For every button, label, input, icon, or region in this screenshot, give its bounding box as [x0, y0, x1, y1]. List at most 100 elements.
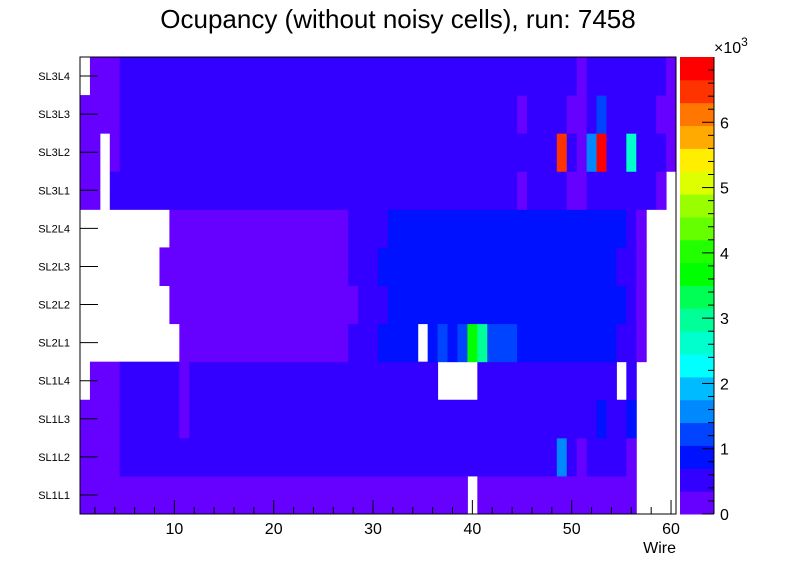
color-scale-band: [680, 491, 714, 515]
z-multiplier: ×103: [714, 35, 748, 57]
heatmap-cell: [586, 133, 598, 172]
x-axis: 10 20 30 40 50 60: [94, 500, 680, 538]
heatmap-cell: [566, 95, 588, 134]
heatmap-cell: [119, 361, 180, 401]
heatmap-cell: [586, 57, 667, 96]
heatmap-cell: [189, 399, 598, 439]
heatmap-cell: [576, 57, 588, 96]
color-scale-band: [680, 445, 714, 469]
y-tick-label: SL2L4: [38, 223, 70, 235]
heatmap-cell: [556, 133, 568, 172]
heatmap-cell: [487, 323, 518, 363]
heatmap-cell: [566, 133, 578, 172]
heatmap-cell: [636, 323, 647, 363]
heatmap-cell: [586, 437, 627, 477]
heatmap-cell: [378, 323, 419, 363]
y-tick-label: SL3L2: [38, 147, 70, 159]
heatmap-cell: [179, 323, 349, 363]
y-tick-label: SL2L2: [38, 300, 70, 312]
heatmap-cell: [576, 437, 588, 477]
z-multiplier-exp: 3: [741, 35, 748, 49]
heatmap-cell: [596, 133, 607, 172]
color-scale-band: [680, 125, 714, 149]
heatmap-cell: [626, 361, 637, 401]
heatmap-cell: [387, 209, 627, 248]
x-tick-label: 50: [563, 521, 581, 538]
heatmap-cell: [119, 133, 558, 172]
heatmap-cell: [477, 361, 617, 401]
heatmap-cell: [606, 399, 627, 439]
heatmap-cell: [358, 285, 389, 325]
color-scale-band: [680, 194, 714, 218]
color-scale-band: [680, 376, 714, 401]
color-scale-band: [680, 171, 714, 195]
plot-frame: [79, 56, 677, 515]
heatmap-cell: [447, 323, 458, 363]
chart-title: Ocupancy (without noisy cells), run: 745…: [160, 4, 635, 34]
heatmap-cell: [616, 247, 637, 286]
heatmap-cell: [626, 209, 637, 248]
heatmap-cell: [626, 133, 637, 172]
heatmap-cell: [179, 399, 190, 439]
heatmap-cell: [109, 133, 121, 172]
heatmap-cell: [606, 95, 657, 134]
z-tick-label: 4: [720, 246, 729, 263]
heatmap-cell: [348, 209, 389, 248]
color-scale-band: [680, 239, 714, 264]
heatmap-cell: [656, 171, 667, 210]
heatmap-cell: [109, 171, 518, 210]
heatmap-cell: [477, 323, 488, 363]
heatmap-cell: [169, 285, 359, 325]
heatmap-cell: [626, 399, 637, 439]
heatmap-cell: [119, 95, 518, 134]
heatmap-cell: [566, 171, 588, 210]
color-scale-band: [680, 57, 714, 81]
heatmap-cell: [636, 133, 667, 172]
color-scale-band: [680, 399, 714, 424]
heatmap-cell: [626, 437, 637, 477]
heatmap-cell: [119, 57, 578, 96]
heatmap-cell: [517, 95, 528, 134]
color-scale-band: [680, 285, 714, 309]
heatmap-cell: [169, 209, 349, 248]
y-tick-label: SL3L3: [38, 109, 70, 121]
color-scale-band: [680, 102, 714, 127]
heatmap-cell: [119, 399, 180, 439]
heatmap-cell: [666, 57, 677, 96]
color-scale-band: [680, 422, 714, 446]
x-tick-label: 30: [364, 521, 382, 538]
y-axis: SL1L1 SL1L2 SL1L3 SL1L4 SL2L1 SL2L2 SL2L3 SL2L4…: [38, 71, 98, 502]
y-tick-label: SL1L2: [38, 452, 70, 464]
z-tick-label: 6: [720, 115, 729, 132]
heatmap-cell: [566, 437, 578, 477]
y-tick-label: SL2L3: [38, 261, 70, 273]
heatmap-cell: [636, 209, 647, 248]
x-tick-label: 40: [463, 521, 481, 538]
z-multiplier-base: ×10: [714, 40, 741, 57]
heatmap-cell: [636, 247, 647, 286]
color-scale-band: [680, 262, 714, 286]
heatmap-cell: [159, 247, 349, 286]
color-scale-band: [680, 331, 714, 355]
heatmap-cell: [179, 361, 190, 401]
heatmap-cell: [527, 95, 568, 134]
color-scale-band: [680, 354, 714, 378]
y-tick-label: SL1L1: [38, 490, 70, 502]
heatmap-cell: [636, 285, 647, 325]
z-tick-label: 3: [720, 311, 729, 328]
color-scale-band: [680, 308, 714, 332]
x-tick-label: 20: [265, 521, 283, 538]
heatmap-cell: [467, 323, 478, 363]
color-scale-band: [680, 468, 714, 492]
color-scale: 0 1 2 3 4 5 6: [680, 57, 729, 524]
heatmap-cell: [596, 399, 607, 439]
y-tick-label: SL1L3: [38, 414, 70, 426]
y-tick-label: SL2L1: [38, 338, 70, 350]
heatmap-cell: [517, 171, 528, 210]
plot-border: [79, 56, 677, 515]
heatmap-cell: [457, 323, 468, 363]
heatmap-cell: [666, 133, 677, 172]
y-tick-label: SL3L4: [38, 71, 70, 83]
